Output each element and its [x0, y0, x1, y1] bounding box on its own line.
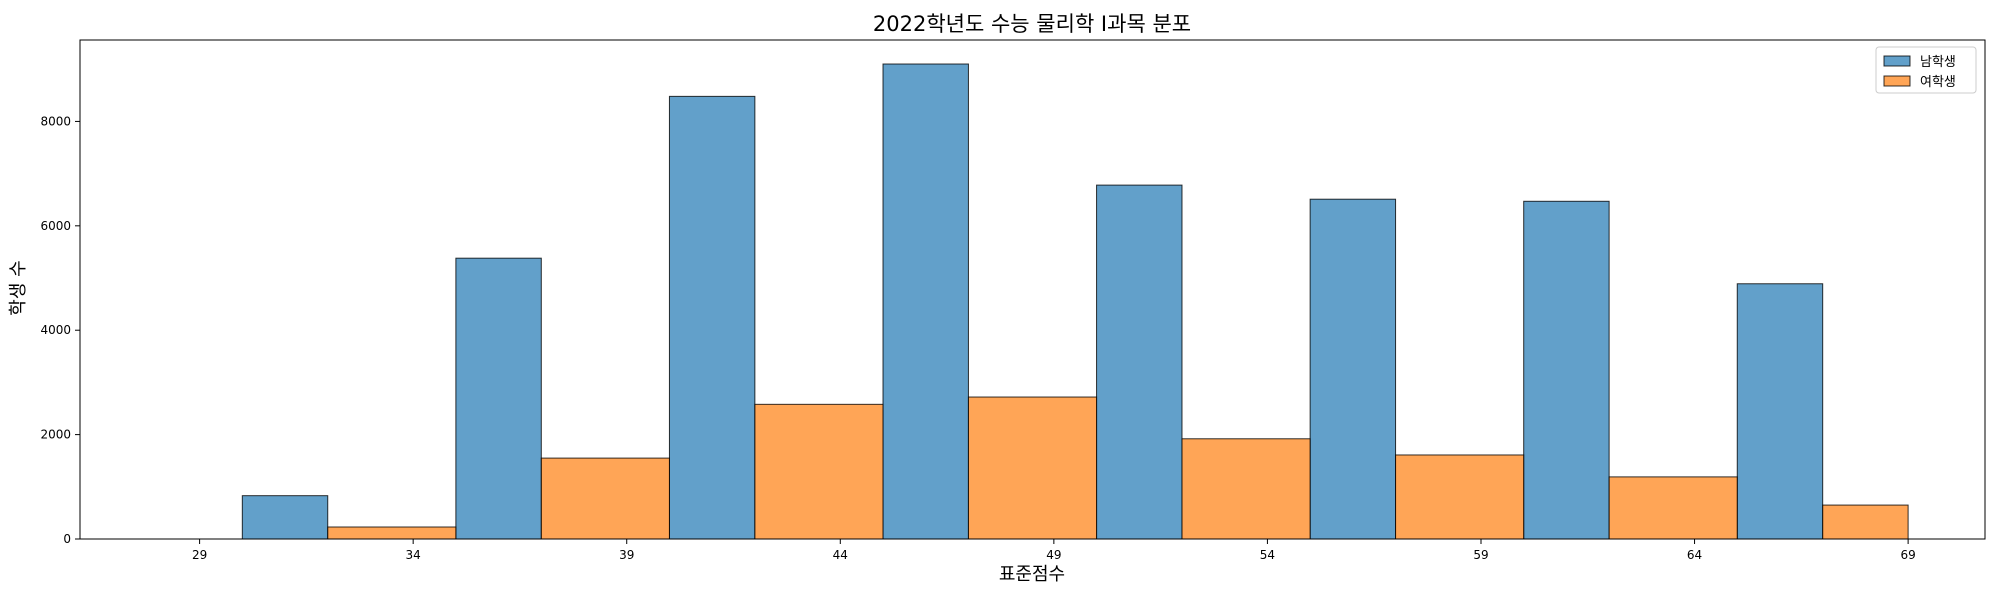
chart-title: 2022학년도 수능 물리학 I과목 분포	[873, 12, 1191, 36]
bar-series2-8	[1822, 504, 1909, 540]
bar-series2-5	[1181, 438, 1311, 540]
bar-series2-4	[967, 396, 1098, 540]
legend-label-2: 여학생	[1920, 75, 1956, 90]
legend-label-1: 남학생	[1920, 55, 1956, 70]
bar-series1-2	[455, 257, 542, 540]
bar-series1-3	[668, 95, 756, 540]
x-tick-label: 39	[619, 548, 634, 562]
bar-series1-6	[1309, 198, 1397, 540]
bar-series1-7	[1523, 200, 1610, 540]
y-tick-label: 8000	[40, 114, 71, 128]
bar-series2-1	[327, 526, 457, 540]
y-axis-label: 학생 수	[8, 260, 29, 315]
bar-series2-7	[1608, 476, 1738, 540]
plot-area-frame	[79, 39, 1986, 540]
x-tick-label: 49	[1046, 548, 1061, 562]
ticks-layer: 29 34 39 44 49 54 59 64 69 0 2000 4000 6000 8000	[40, 114, 1915, 562]
bar-series2-6	[1395, 454, 1525, 540]
x-tick-label: 64	[1687, 548, 1702, 562]
y-tick-label: 6000	[40, 219, 71, 233]
x-tick-label: 34	[406, 548, 421, 562]
y-tick-label: 4000	[40, 323, 71, 337]
x-tick-label: 29	[192, 548, 207, 562]
x-tick-label: 54	[1260, 548, 1275, 562]
x-axis-label: 표준점수	[999, 564, 1065, 585]
bars-layer	[241, 63, 1909, 540]
x-tick-label: 69	[1900, 548, 1915, 562]
x-tick-label: 59	[1473, 548, 1488, 562]
x-tick-label: 44	[833, 548, 848, 562]
y-tick-label: 2000	[40, 428, 71, 442]
bar-series1-1	[241, 495, 329, 540]
legend-swatch-2	[1883, 75, 1911, 87]
bar-series2-2	[540, 457, 670, 540]
bar-series2-3	[754, 403, 884, 540]
bar-series1-8	[1736, 283, 1824, 540]
y-tick-label: 0	[63, 532, 71, 546]
bar-series1-4	[882, 63, 969, 540]
bar-series1-5	[1096, 184, 1183, 540]
legend-swatch-1	[1883, 55, 1911, 67]
